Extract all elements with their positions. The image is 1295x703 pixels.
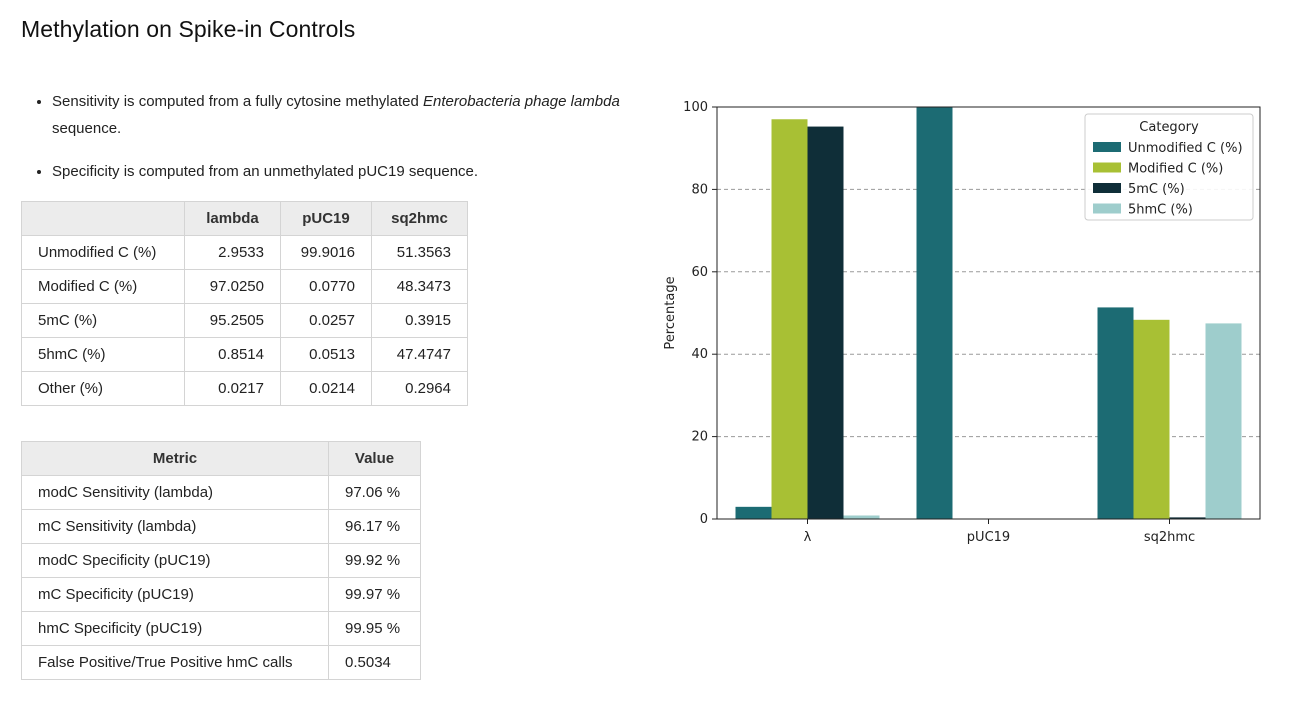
x-tick-label: sq2hmc — [1144, 530, 1195, 545]
column-header — [21, 201, 185, 236]
legend-entry: Unmodified C (%) — [1128, 141, 1243, 156]
column-header: sq2hmc — [371, 201, 468, 236]
table-cell: mC Sensitivity (lambda) — [21, 509, 329, 544]
legend-swatch — [1093, 203, 1121, 214]
table-row: mC Sensitivity (lambda) 96.17 % — [21, 509, 421, 544]
y-tick-label: 40 — [691, 347, 708, 362]
table-cell: 0.0770 — [280, 269, 372, 304]
table-cell: 97.06 % — [328, 475, 421, 510]
bar — [1133, 319, 1170, 519]
table-cell: 0.2964 — [371, 371, 468, 406]
table-cell: 0.8514 — [184, 337, 281, 372]
legend-entry: 5mC (%) — [1128, 182, 1185, 197]
table-row: Modified C (%) 97.0250 0.0770 48.3473 — [21, 269, 468, 304]
table-cell: Modified C (%) — [21, 269, 185, 304]
table-header-row: lambda pUC19 sq2hmc — [21, 201, 468, 236]
table-cell: 95.2505 — [184, 303, 281, 338]
column-header: Metric — [21, 441, 329, 476]
table-header-row: Metric Value — [21, 441, 421, 476]
table-cell: 5hmC (%) — [21, 337, 185, 372]
table-cell: 99.9016 — [280, 235, 372, 270]
y-tick-label: 80 — [691, 182, 708, 197]
table-cell: 0.3915 — [371, 303, 468, 338]
table-row: Other (%) 0.0217 0.0214 0.2964 — [21, 371, 468, 406]
table-row: False Positive/True Positive hmC calls 0… — [21, 645, 421, 680]
y-tick-label: 60 — [691, 265, 708, 280]
note-specificity: Specificity is computed from an unmethyl… — [52, 158, 662, 185]
legend-swatch — [1093, 183, 1121, 193]
table-row: 5hmC (%) 0.8514 0.0513 47.4747 — [21, 337, 468, 372]
table-cell: 51.3563 — [371, 235, 468, 270]
methylation-bar-chart: 0 20 40 60 80 100 λ pUC19 sq2hmc Percentage Catego… — [663, 100, 1261, 545]
table-cell: 99.92 % — [328, 543, 421, 578]
table-cell: 48.3473 — [371, 269, 468, 304]
table-cell: 99.97 % — [328, 577, 421, 612]
table-cell: 99.95 % — [328, 611, 421, 646]
table-cell: False Positive/True Positive hmC calls — [21, 645, 329, 680]
column-header: Value — [328, 441, 421, 476]
x-tick-label: λ — [804, 530, 812, 545]
bar — [843, 515, 880, 519]
note-text: sequence. — [52, 120, 122, 137]
table-cell: modC Specificity (pUC19) — [21, 543, 329, 578]
table-cell: 5mC (%) — [21, 303, 185, 338]
notes-list: Sensitivity is computed from a fully cyt… — [32, 88, 662, 185]
bar — [807, 126, 844, 520]
x-tick-label: pUC19 — [967, 530, 1010, 545]
table-cell: 2.9533 — [184, 235, 281, 270]
column-header: lambda — [184, 201, 281, 236]
table-row: hmC Specificity (pUC19) 99.95 % — [21, 611, 421, 646]
bar — [1169, 517, 1206, 519]
table-row: 5mC (%) 95.2505 0.0257 0.3915 — [21, 303, 468, 338]
note-italic: Enterobacteria phage lambda — [423, 93, 620, 110]
y-tick-label: 0 — [700, 512, 708, 527]
table-cell: 47.4747 — [371, 337, 468, 372]
table-cell: 0.0217 — [184, 371, 281, 406]
table-row: Unmodified C (%) 2.9533 99.9016 51.3563 — [21, 235, 468, 270]
column-header: pUC19 — [280, 201, 372, 236]
legend-title: Category — [1139, 120, 1199, 135]
note-text: Sensitivity is computed from a fully cyt… — [52, 93, 423, 110]
legend-swatch — [1093, 142, 1121, 152]
note-text: Specificity is computed from an unmethyl… — [52, 163, 479, 180]
bar — [771, 119, 808, 519]
metrics-table: Metric Value modC Sensitivity (lambda) 9… — [21, 441, 421, 680]
bar — [1097, 307, 1134, 519]
table-row: modC Sensitivity (lambda) 97.06 % — [21, 475, 421, 510]
table-cell: 0.0257 — [280, 303, 372, 338]
legend-box — [1084, 113, 1254, 221]
table-cell: 96.17 % — [328, 509, 421, 544]
table-cell: 0.5034 — [328, 645, 421, 680]
legend-entry: Modified C (%) — [1128, 162, 1223, 177]
y-tick-label: 20 — [691, 430, 708, 445]
table-row: modC Specificity (pUC19) 99.92 % — [21, 543, 421, 578]
bar — [1205, 323, 1242, 519]
y-axis-label: Percentage — [663, 276, 678, 349]
legend-swatch — [1093, 162, 1121, 173]
note-sensitivity: Sensitivity is computed from a fully cyt… — [52, 88, 662, 142]
methylation-table: lambda pUC19 sq2hmc Unmodified C (%) 2.9… — [21, 201, 468, 406]
table-cell: hmC Specificity (pUC19) — [21, 611, 329, 646]
table-cell: mC Specificity (pUC19) — [21, 577, 329, 612]
page-title: Methylation on Spike-in Controls — [21, 16, 356, 42]
table-cell: 0.0513 — [280, 337, 372, 372]
bar — [735, 506, 772, 519]
table-row: mC Specificity (pUC19) 99.97 % — [21, 577, 421, 612]
y-tick-label: 100 — [683, 100, 708, 115]
table-cell: 0.0214 — [280, 371, 372, 406]
table-cell: Unmodified C (%) — [21, 235, 185, 270]
table-cell: 97.0250 — [184, 269, 281, 304]
bar — [916, 107, 953, 520]
table-cell: Other (%) — [21, 371, 185, 406]
table-cell: modC Sensitivity (lambda) — [21, 475, 329, 510]
legend-entry: 5hmC (%) — [1128, 203, 1193, 218]
